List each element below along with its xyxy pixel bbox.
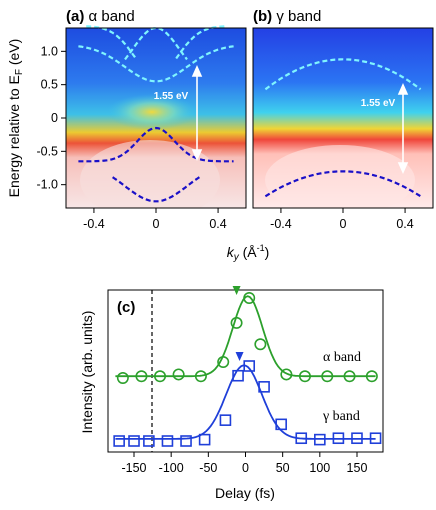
intensity-axis-label: Intensity (arb. units) <box>79 311 95 434</box>
delay-tick-label: 0 <box>242 461 249 475</box>
gamma-point <box>351 432 363 445</box>
energy-axis-label: Energy relative to EF (eV) <box>6 39 25 198</box>
gamma-point <box>161 435 174 447</box>
gamma-point <box>198 433 211 446</box>
alpha-point <box>172 368 185 381</box>
x-tick-label: -0.4 <box>83 217 105 231</box>
alpha-point <box>154 370 167 383</box>
delay-tick-label: 100 <box>309 461 330 475</box>
alpha-point <box>280 368 293 381</box>
gamma-point <box>143 435 155 447</box>
delay-tick-label: -100 <box>159 461 184 475</box>
legend-alpha: α band <box>323 350 361 365</box>
y-tick-label: -1.0 <box>36 178 58 192</box>
gap-label-a: 1.55 eV <box>154 91 189 102</box>
gamma-point <box>332 432 345 445</box>
gamma-point <box>295 432 308 445</box>
x-tick-label: 0 <box>153 217 160 231</box>
panel-b-heatmap <box>253 28 433 208</box>
panel-b-title: (b) γ band <box>253 8 321 25</box>
x-tick-label: 0 <box>340 217 347 231</box>
alpha-point <box>243 291 256 304</box>
delay-tick-label: -150 <box>121 461 146 475</box>
y-tick-label: 0.5 <box>41 78 58 92</box>
band-lower-b <box>264 170 422 198</box>
panel-a-heatmap <box>66 28 246 208</box>
band-lower-dome-a <box>78 126 234 163</box>
gap-label-b: 1.55 eV <box>361 98 396 109</box>
top-panels-ticks: -0.4 0 0.4 -0.4 0 0.4 1.0 0.5 0 -0.5 -1.0 <box>36 44 413 231</box>
delay-tick-label: -50 <box>199 461 217 475</box>
gamma-point <box>232 369 244 382</box>
delay-axis-label: Delay (fs) <box>215 485 275 501</box>
ky-axis-label: ky (Å-1) <box>227 243 270 263</box>
alpha-point <box>365 370 378 383</box>
alpha-point <box>217 355 230 368</box>
x-tick-label: 0.4 <box>396 217 413 231</box>
gamma-peak-marker <box>235 352 244 361</box>
alpha-point <box>116 371 129 384</box>
band-upper-main-a <box>78 45 234 83</box>
alpha-point <box>254 338 267 351</box>
alpha-point <box>194 370 207 383</box>
panel-c-plot: -150 -100 -50 0 50 100 150 <box>113 286 382 475</box>
legend-gamma: γ band <box>322 409 360 424</box>
alpha-point <box>230 316 243 329</box>
gamma-point <box>243 360 256 372</box>
band-lower-dip-a <box>112 176 200 203</box>
alpha-point <box>135 370 148 383</box>
band-upper-dip-right-a <box>175 25 226 60</box>
band-upper-dip-a <box>86 25 137 60</box>
gamma-point <box>219 414 232 426</box>
fit-gamma <box>115 364 376 440</box>
x-tick-label: -0.4 <box>270 217 292 231</box>
y-tick-label: 1.0 <box>41 44 58 58</box>
gamma-point <box>258 381 270 393</box>
delay-tick-label: 50 <box>276 461 290 475</box>
panel-a-title: (a) α band <box>66 8 135 25</box>
band-guides <box>78 25 422 203</box>
y-tick-label: -0.5 <box>36 144 58 158</box>
gamma-point <box>275 418 287 431</box>
x-tick-label: 0.4 <box>209 217 226 231</box>
alpha-point <box>321 370 334 383</box>
gamma-point <box>369 432 382 445</box>
band-upper-b <box>264 58 422 91</box>
band-upper-dome-a <box>124 26 188 61</box>
alpha-peak-marker <box>232 286 241 295</box>
panel-c-label: (c) <box>117 299 135 316</box>
gap-arrow-a <box>191 65 203 161</box>
y-tick-label: 0 <box>51 111 58 125</box>
alpha-point <box>343 370 356 383</box>
delay-tick-label: 150 <box>347 461 368 475</box>
alpha-point <box>298 370 311 383</box>
gamma-point <box>314 433 326 446</box>
gamma-point <box>128 435 140 447</box>
gamma-point <box>180 435 192 447</box>
gap-arrow-b <box>397 83 409 174</box>
gamma-point <box>113 435 125 447</box>
